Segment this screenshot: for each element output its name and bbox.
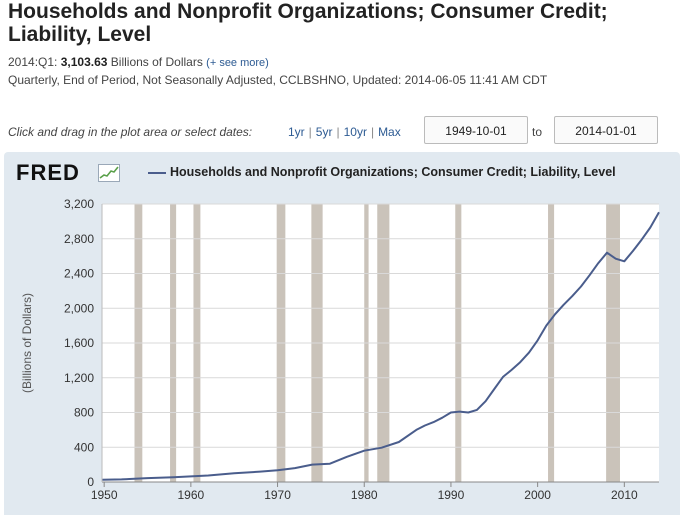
fred-logo[interactable]: FRED <box>16 160 80 185</box>
range-1yr-link[interactable]: 1yr <box>288 125 305 139</box>
to-label: to <box>532 125 543 139</box>
y-tick-label: 3,200 <box>64 197 94 211</box>
legend-swatch <box>148 171 166 174</box>
y-tick-label: 2,400 <box>64 267 94 281</box>
line-chart[interactable]: 0 400 800 1,200 1,600 2,000 2,400 2,800 3,200 19… <box>4 152 680 515</box>
series-details: Quarterly, End of Period, Not Seasonally… <box>8 73 548 87</box>
legend-label: Households and Nonprofit Organizations; … <box>170 165 616 179</box>
latest-period: 2014:Q1: <box>8 55 58 69</box>
range-max-link[interactable]: Max <box>378 125 401 139</box>
x-tick-label: 2000 <box>524 488 551 502</box>
fred-chart-icon <box>98 164 120 182</box>
latest-value: 3,103.63 <box>60 55 108 69</box>
y-tick-label: 2,800 <box>64 232 94 246</box>
y-axis-label: (Billions of Dollars) <box>20 293 34 393</box>
y-tick-label: 2,000 <box>64 301 94 315</box>
x-tick-label: 1970 <box>264 488 291 502</box>
range-hint: Click and drag in the plot area or selec… <box>8 125 253 139</box>
x-tick-label: 1980 <box>351 488 378 502</box>
end-date-input[interactable]: 2014-01-01 <box>554 116 658 144</box>
series-line[interactable] <box>101 211 660 481</box>
chart-legend: Households and Nonprofit Organizations; … <box>148 164 616 180</box>
x-tick-label: 2010 <box>611 488 638 502</box>
y-tick-label: 800 <box>74 406 94 420</box>
x-tick-label: 1950 <box>91 488 118 502</box>
latest-units: Billions of Dollars <box>110 55 203 69</box>
x-tick-label: 1960 <box>178 488 205 502</box>
page-title: Households and Nonprofit Organizations; … <box>8 0 608 46</box>
chart-panel: FRED Households and Nonprofit Organizati… <box>4 152 680 515</box>
latest-observation: 2014:Q1: 3,103.63 Billions of Dollars (+… <box>8 55 269 69</box>
range-links: 1yr | 5yr | 10yr | Max <box>288 125 401 139</box>
date-range-controls: Click and drag in the plot area or selec… <box>8 116 678 146</box>
y-tick-label: 0 <box>87 475 94 489</box>
range-10yr-link[interactable]: 10yr <box>343 125 367 139</box>
start-date-input[interactable]: 1949-10-01 <box>424 116 528 144</box>
range-5yr-link[interactable]: 5yr <box>315 125 333 139</box>
y-tick-label: 400 <box>74 440 94 454</box>
x-tick-label: 1990 <box>438 488 465 502</box>
y-tick-label: 1,200 <box>64 371 94 385</box>
see-more-link[interactable]: (+ see more) <box>206 57 269 69</box>
y-tick-label: 1,600 <box>64 336 94 350</box>
